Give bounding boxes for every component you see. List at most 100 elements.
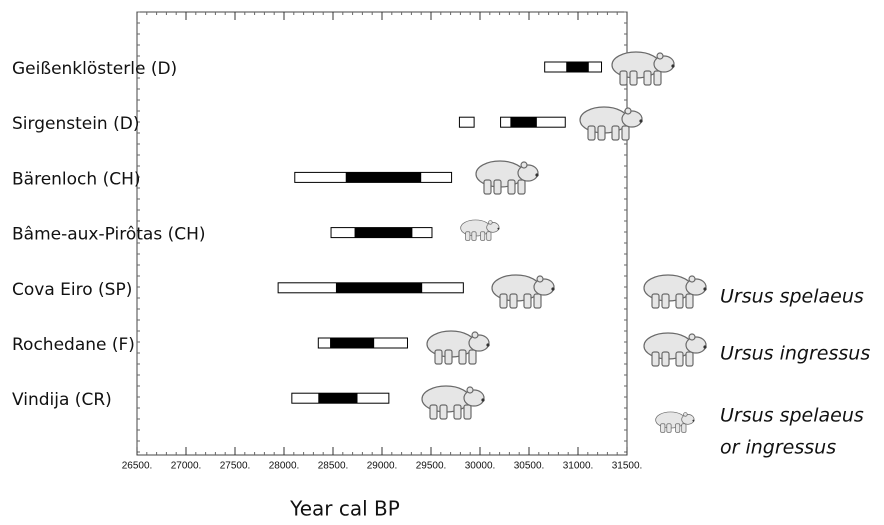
- bear-leg: [619, 70, 628, 86]
- bear-leg: [439, 404, 448, 420]
- bear-leg: [661, 351, 670, 367]
- range-inner: [335, 282, 423, 293]
- x-tick-label: 31500.: [612, 461, 643, 472]
- bear-leg: [681, 423, 687, 433]
- x-tick-label: 28500.: [318, 461, 349, 472]
- bear-ear: [624, 107, 632, 115]
- bear-leg: [434, 349, 443, 365]
- bear-icon: [655, 411, 695, 433]
- legend-label: or ingressus: [720, 437, 836, 459]
- bear-leg: [465, 231, 471, 241]
- bear-leg: [653, 70, 662, 86]
- x-tick-label: 29500.: [416, 461, 447, 472]
- legend-label: Ursus spelaeus: [720, 286, 864, 308]
- bear-leg: [458, 349, 467, 365]
- x-tick-label: 27500.: [220, 461, 251, 472]
- bear-leg: [517, 179, 526, 195]
- x-tick-label: 30500.: [514, 461, 545, 472]
- bear-leg: [509, 293, 518, 309]
- bear-head: [685, 336, 707, 354]
- bear-leg: [523, 293, 532, 309]
- bear-icon: [460, 219, 500, 241]
- bear-leg: [651, 351, 660, 367]
- bear-ear: [656, 52, 664, 60]
- site-label: Cova Eiro (SP): [12, 280, 132, 300]
- bear-nose: [671, 64, 675, 68]
- bear-icon: [475, 160, 539, 195]
- bear-icon: [421, 385, 485, 420]
- bear-ear: [471, 331, 479, 339]
- x-tick-label: 28000.: [269, 461, 300, 472]
- bear-head: [486, 222, 500, 233]
- bear-leg: [463, 404, 472, 420]
- x-tick-label: 29000.: [367, 461, 398, 472]
- bear-leg: [486, 231, 492, 241]
- bear-leg: [597, 125, 606, 141]
- bear-icon: [643, 332, 707, 367]
- bear-leg: [507, 179, 516, 195]
- bear-head: [681, 414, 695, 425]
- bear-nose: [551, 287, 555, 291]
- bear-leg: [675, 351, 684, 367]
- site-label: Bärenloch (CH): [12, 169, 141, 189]
- range-inner: [566, 62, 589, 72]
- bear-nose: [481, 398, 485, 402]
- bear-leg: [611, 125, 620, 141]
- bear-head: [533, 278, 555, 296]
- bear-leg: [533, 293, 542, 309]
- bear-ear: [688, 333, 696, 341]
- bear-icon: [579, 106, 643, 141]
- range-inner: [318, 393, 358, 404]
- range-inner: [510, 117, 537, 128]
- range-inner: [330, 338, 375, 348]
- x-tick-label: 26500.: [122, 461, 153, 472]
- bear-ear: [466, 386, 474, 394]
- x-tick-label: 27000.: [171, 461, 202, 472]
- bear-head: [685, 278, 707, 296]
- bear-leg: [675, 423, 681, 433]
- bear-leg: [666, 423, 672, 433]
- bear-leg: [480, 231, 486, 241]
- bear-nose: [692, 419, 695, 422]
- bear-head: [468, 334, 490, 352]
- bear-ear: [536, 275, 544, 283]
- bear-nose: [497, 227, 500, 230]
- bear-ear: [683, 412, 688, 417]
- range-inner: [345, 172, 422, 183]
- bear-icon: [491, 274, 555, 309]
- bear-head: [621, 110, 643, 128]
- site-label: Bâme-aux-Pirôtas (CH): [12, 225, 206, 245]
- bear-leg: [621, 125, 630, 141]
- bear-icon: [611, 51, 675, 86]
- bear-leg: [629, 70, 638, 86]
- bear-leg: [429, 404, 438, 420]
- bear-nose: [703, 287, 707, 291]
- bear-icon: [426, 330, 490, 365]
- bear-leg: [493, 179, 502, 195]
- bear-head: [463, 389, 485, 407]
- range-inner: [354, 227, 413, 238]
- bear-nose: [703, 345, 707, 349]
- site-label: Geißenklösterle (D): [12, 59, 177, 79]
- bear-nose: [535, 173, 539, 177]
- bear-leg: [483, 179, 492, 195]
- bear-leg: [444, 349, 453, 365]
- bear-leg: [587, 125, 596, 141]
- bear-leg: [660, 423, 666, 433]
- legend-label: Ursus ingressus: [720, 343, 870, 365]
- bear-ear: [488, 220, 493, 225]
- bear-nose: [639, 119, 643, 123]
- legend-label: Ursus spelaeus: [720, 405, 864, 427]
- bear-ear: [520, 161, 528, 169]
- bear-leg: [453, 404, 462, 420]
- bear-leg: [468, 349, 477, 365]
- site-label: Rochedane (F): [12, 335, 135, 355]
- range-outer: [458, 116, 475, 128]
- bear-ear: [688, 275, 696, 283]
- bear-nose: [486, 343, 490, 347]
- bear-head: [653, 55, 675, 73]
- bear-leg: [685, 351, 694, 367]
- site-label: Vindija (CR): [12, 390, 112, 410]
- x-tick-label: 31000.: [563, 461, 594, 472]
